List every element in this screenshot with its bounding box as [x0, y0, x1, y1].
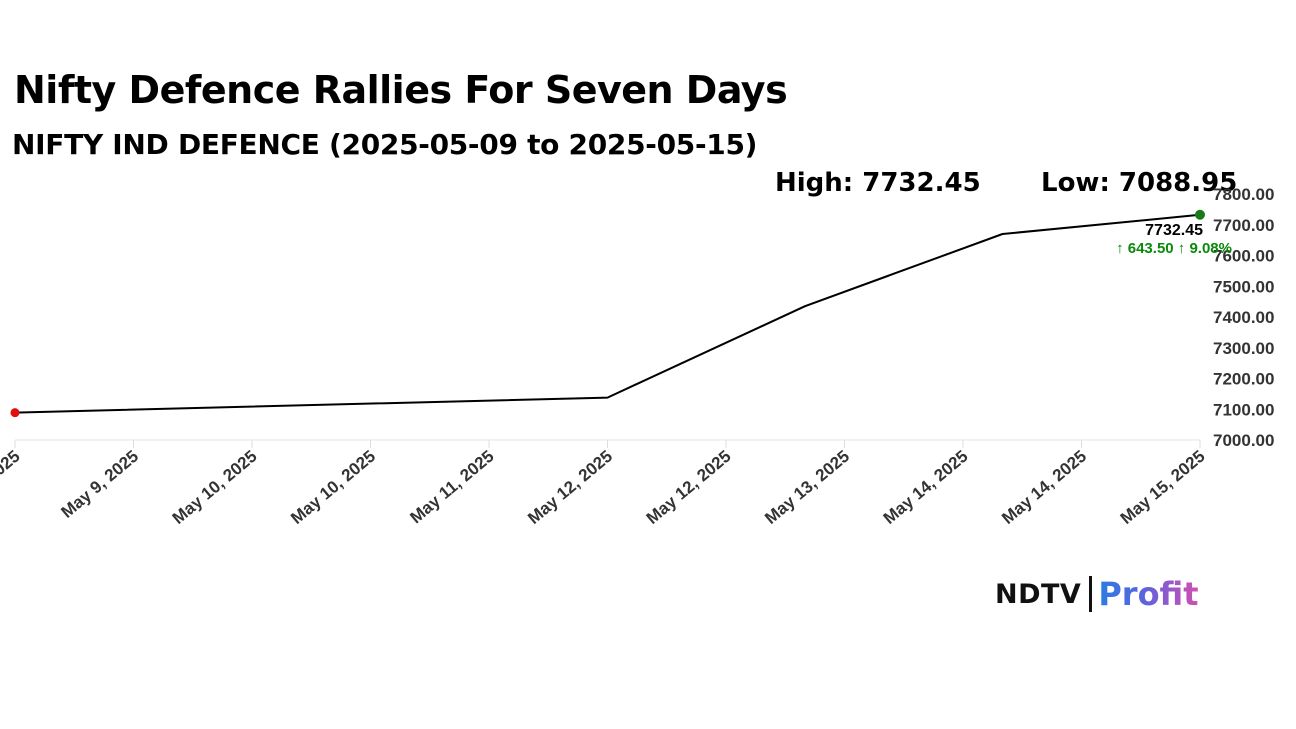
y-tick-label: 7700.00	[1213, 216, 1274, 235]
y-tick-label: 7000.00	[1213, 431, 1274, 450]
logo-profit-text: Profit	[1098, 575, 1199, 613]
x-tick-label: May 9, 2025	[57, 447, 142, 522]
x-tick-label: May 12, 2025	[524, 447, 616, 528]
logo-separator	[1089, 576, 1093, 612]
y-tick-label: 7100.00	[1213, 400, 1274, 419]
y-tick-label: 7300.00	[1213, 339, 1274, 358]
x-tick-label: May 9, 2025	[0, 447, 24, 522]
change-label: ↑ 643.50 ↑ 9.08%	[1116, 240, 1232, 257]
x-tick-label: May 14, 2025	[998, 447, 1090, 528]
high-stat: High: 7732.45	[775, 168, 981, 198]
end-point-marker	[1195, 209, 1205, 220]
last-value-label: 7732.45	[1145, 222, 1203, 239]
x-tick-label: May 12, 2025	[643, 447, 735, 528]
y-tick-label: 7500.00	[1213, 277, 1274, 296]
series-line	[14, 213, 1201, 414]
chart-title: Nifty Defence Rallies For Seven Days	[14, 68, 788, 112]
x-tick-label: May 13, 2025	[761, 447, 853, 528]
y-tick-label: 7200.00	[1213, 370, 1274, 389]
logo-ndtv-text: NDTV	[995, 578, 1082, 610]
y-tick-label: 7800.00	[1213, 185, 1274, 204]
x-tick-label: May 15, 2025	[1117, 447, 1209, 528]
ndtv-profit-logo: NDTV Profit	[995, 574, 1199, 614]
x-tick-label: May 14, 2025	[880, 447, 972, 528]
y-tick-label: 7400.00	[1213, 308, 1274, 327]
start-point-marker	[10, 408, 20, 418]
low-stat: Low: 7088.95	[1041, 168, 1238, 198]
chart-subtitle: NIFTY IND DEFENCE (2025-05-09 to 2025-05…	[12, 128, 758, 161]
x-tick-label: May 10, 2025	[287, 447, 379, 528]
y-tick-label: 7600.00	[1213, 247, 1274, 266]
x-tick-label: May 10, 2025	[169, 447, 261, 528]
x-tick-label: May 11, 2025	[406, 447, 497, 528]
